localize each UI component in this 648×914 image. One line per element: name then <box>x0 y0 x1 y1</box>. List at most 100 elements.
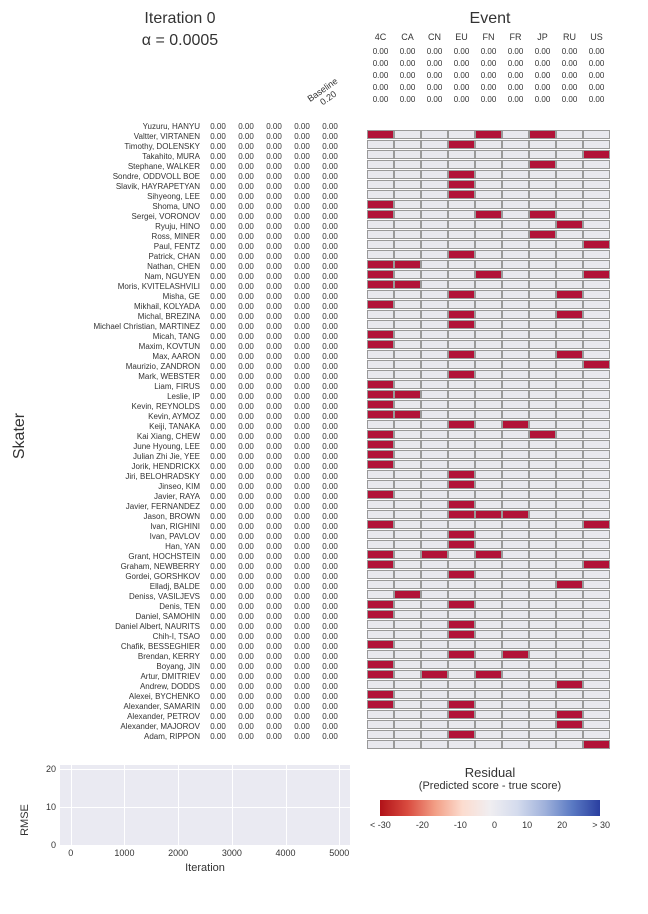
skater-val: 0.00 <box>290 172 314 182</box>
heatmap-cell <box>475 520 502 529</box>
skater-row: Grant, HOCHSTEIN0.000.000.000.000.00 <box>30 552 350 562</box>
heatmap-row <box>367 740 610 750</box>
skater-val: 0.00 <box>318 202 342 212</box>
skater-val: 0.00 <box>290 162 314 172</box>
heatmap-cell <box>448 160 475 169</box>
skater-val: 0.00 <box>262 342 286 352</box>
heatmap-cell <box>367 340 394 349</box>
skater-val: 0.00 <box>318 362 342 372</box>
heatmap-cell <box>475 180 502 189</box>
heatmap-cell <box>583 450 610 459</box>
skater-val: 0.00 <box>262 122 286 132</box>
heatmap-cell <box>529 260 556 269</box>
heatmap-cell <box>475 650 502 659</box>
skater-name: Adam, RIPPON <box>30 732 206 742</box>
skater-val: 0.00 <box>290 182 314 192</box>
heatmap-cell <box>583 140 610 149</box>
heatmap-cell <box>448 490 475 499</box>
heatmap-cell <box>502 350 529 359</box>
heatmap-cell <box>529 650 556 659</box>
skater-row: Nathan, CHEN0.000.000.000.000.00 <box>30 262 350 272</box>
colorbar-ticks: < -30-20-1001020> 30 <box>370 820 610 830</box>
heatmap-cell <box>583 610 610 619</box>
skater-val: 0.00 <box>290 552 314 562</box>
skater-val: 0.00 <box>206 522 230 532</box>
skater-val: 0.00 <box>206 452 230 462</box>
heatmap-cell <box>448 360 475 369</box>
skater-val: 0.00 <box>234 662 258 672</box>
heatmap-cell <box>502 730 529 739</box>
skater-val: 0.00 <box>234 472 258 482</box>
skater-vals: 0.000.000.000.000.00 <box>206 262 342 272</box>
skater-val: 0.00 <box>290 252 314 262</box>
heatmap-cell <box>448 390 475 399</box>
heatmap-cell <box>421 250 448 259</box>
heatmap-row <box>367 310 610 320</box>
skater-name: Ivan, PAVLOV <box>30 532 206 542</box>
heatmap-cell <box>556 480 583 489</box>
skater-row: Javier, RAYA0.000.000.000.000.00 <box>30 492 350 502</box>
skater-val: 0.00 <box>262 382 286 392</box>
heatmap-cell <box>394 360 421 369</box>
event-header: EU <box>448 32 475 42</box>
skater-name: Deniss, VASILJEVS <box>30 592 206 602</box>
skater-val: 0.00 <box>234 652 258 662</box>
heatmap-cell <box>583 240 610 249</box>
heatmap-cell <box>529 380 556 389</box>
skater-val: 0.00 <box>262 452 286 462</box>
skater-vals: 0.000.000.000.000.00 <box>206 492 342 502</box>
colorbar-tick: -20 <box>416 820 429 830</box>
heatmap-cell <box>502 620 529 629</box>
skater-val: 0.00 <box>206 592 230 602</box>
skater-val: 0.00 <box>234 462 258 472</box>
skater-val: 0.00 <box>290 292 314 302</box>
heatmap-cell <box>367 610 394 619</box>
skater-val: 0.00 <box>290 342 314 352</box>
colorbar-tick: 10 <box>522 820 532 830</box>
skater-val: 0.00 <box>262 532 286 542</box>
heatmap-cell <box>367 230 394 239</box>
skater-val: 0.00 <box>290 502 314 512</box>
skater-val: 0.00 <box>318 152 342 162</box>
skater-row: Julian Zhi Jie, YEE0.000.000.000.000.00 <box>30 452 350 462</box>
heatmap-row <box>367 250 610 260</box>
heatmap-cell <box>421 600 448 609</box>
heatmap-cell <box>421 640 448 649</box>
heatmap-row <box>367 150 610 160</box>
heatmap-cell <box>529 630 556 639</box>
skater-row: Kai Xiang, CHEW0.000.000.000.000.00 <box>30 432 350 442</box>
skater-val: 0.00 <box>234 382 258 392</box>
heatmap-cell <box>475 640 502 649</box>
skater-val: 0.00 <box>318 432 342 442</box>
heatmap-cell <box>394 390 421 399</box>
skater-vals: 0.000.000.000.000.00 <box>206 372 342 382</box>
heatmap-cell <box>583 130 610 139</box>
event-header: CA <box>394 32 421 42</box>
skater-val: 0.00 <box>206 322 230 332</box>
heatmap-cell <box>502 600 529 609</box>
heatmap-cell <box>529 310 556 319</box>
skater-row: Gordei, GORSHKOV0.000.000.000.000.00 <box>30 572 350 582</box>
heatmap-cell <box>529 690 556 699</box>
heatmap-cell <box>367 350 394 359</box>
heatmap-cell <box>367 470 394 479</box>
heatmap-cell <box>583 490 610 499</box>
heatmap-cell <box>529 580 556 589</box>
heatmap-cell <box>556 410 583 419</box>
heatmap-cell <box>475 530 502 539</box>
skater-val: 0.00 <box>234 122 258 132</box>
heatmap-cell <box>394 370 421 379</box>
skater-val: 0.00 <box>262 682 286 692</box>
skater-val: 0.00 <box>318 412 342 422</box>
skater-val: 0.00 <box>290 242 314 252</box>
heatmap-cell <box>475 280 502 289</box>
skater-val: 0.00 <box>290 272 314 282</box>
heatmap-cell <box>556 450 583 459</box>
skater-val: 0.00 <box>318 732 342 742</box>
skater-val: 0.00 <box>206 182 230 192</box>
heatmap-cell <box>421 370 448 379</box>
heatmap-cell <box>394 560 421 569</box>
colorbar <box>380 800 600 816</box>
skater-row: Denis, TEN0.000.000.000.000.00 <box>30 602 350 612</box>
heatmap-cell <box>394 550 421 559</box>
